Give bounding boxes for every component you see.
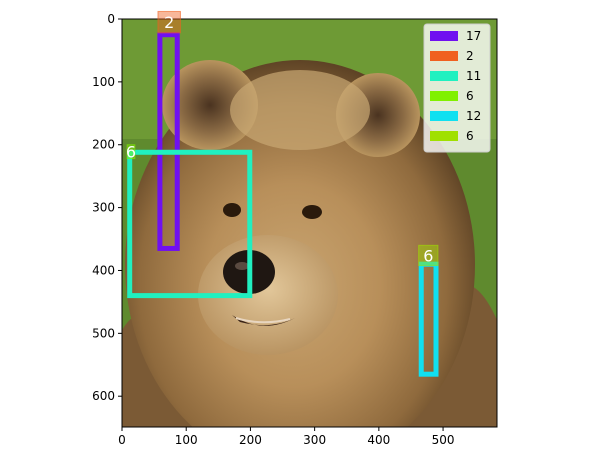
- annotation-box: [418, 261, 439, 377]
- annotation-tag-label: 6: [423, 246, 433, 265]
- legend-swatch: [430, 111, 458, 121]
- axes: 0 100 200 300 400 500 0 100 200 300 400 500 600: [92, 12, 454, 447]
- x-tick-label: 300: [303, 433, 326, 447]
- legend-label: 17: [466, 29, 481, 43]
- y-tick-label: 600: [92, 389, 115, 403]
- legend: 17 2 11 6 12 6: [423, 23, 491, 153]
- legend-swatch: [430, 31, 458, 41]
- legend-label: 6: [466, 89, 474, 103]
- legend-label: 11: [466, 69, 481, 83]
- plot-frame: [121, 18, 498, 428]
- y-tick-label: 400: [92, 263, 115, 277]
- annotation-tag-box: [126, 144, 136, 160]
- annotation-box: [127, 149, 253, 299]
- legend-swatch: [430, 51, 458, 61]
- annotation-box: [157, 32, 180, 251]
- annotation-tag-box: [157, 10, 181, 34]
- legend-label: 6: [466, 129, 474, 143]
- annotation-tag-label: 2: [164, 13, 174, 32]
- legend-swatch: [430, 131, 458, 141]
- legend-swatch: [430, 71, 458, 81]
- legend-label: 12: [466, 109, 481, 123]
- annotation-tag-label: 6: [126, 143, 136, 162]
- y-tick-label: 500: [92, 326, 115, 340]
- x-tick-label: 400: [367, 433, 390, 447]
- legend-label: 2: [466, 49, 474, 63]
- annotation-boxes: [127, 32, 439, 377]
- y-tick-label: 300: [92, 201, 115, 215]
- x-tick-label: 0: [118, 433, 126, 447]
- x-tick-label: 200: [239, 433, 262, 447]
- y-tick-label: 0: [107, 12, 115, 26]
- legend-swatch: [430, 91, 458, 101]
- annotation-tags: 2 6 6: [126, 10, 439, 266]
- y-tick-label: 100: [92, 75, 115, 89]
- annotation-tag-box: [418, 244, 439, 266]
- y-tick-label: 200: [92, 138, 115, 152]
- x-tick-label: 500: [432, 433, 455, 447]
- x-tick-label: 100: [175, 433, 198, 447]
